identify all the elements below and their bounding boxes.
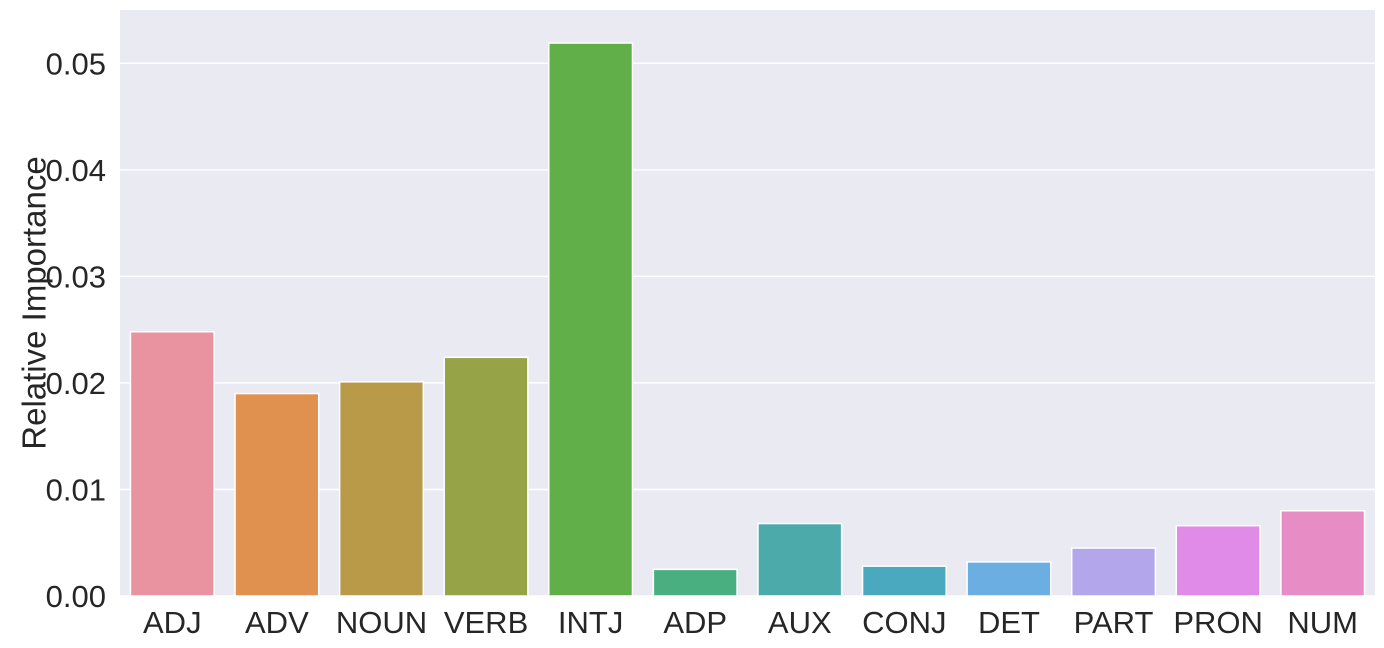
- bar-noun: [338, 381, 425, 597]
- x-tick-label: CONJ: [862, 605, 946, 640]
- y-tick-label: 0.03: [46, 259, 106, 294]
- bar-adv: [234, 392, 320, 597]
- y-tick-label: 0.05: [46, 46, 106, 81]
- bar-conj: [861, 565, 947, 597]
- x-tick-label: AUX: [768, 605, 832, 640]
- bar-num: [1280, 510, 1366, 597]
- bar-verb: [443, 356, 529, 597]
- bar-intj: [548, 42, 634, 597]
- x-tick-label: ADP: [663, 605, 727, 640]
- x-axis-ticks: ADJ ADV NOUN VERB INTJ ADP AUX CONJ DET PART PRON N…: [143, 605, 1358, 640]
- y-tick-label: 0.01: [46, 472, 106, 507]
- bar-aux: [757, 522, 843, 597]
- gridlines: [120, 62, 1375, 597]
- x-tick-label: PRON: [1173, 605, 1263, 640]
- plot-area: [120, 10, 1375, 596]
- bar-adj: [129, 331, 215, 597]
- y-tick-label: 0.04: [46, 153, 106, 188]
- x-tick-label: NOUN: [336, 605, 427, 640]
- bar-adp: [652, 568, 738, 597]
- y-tick-label: 0.02: [46, 366, 106, 401]
- y-axis-label: Relative Importance: [16, 156, 53, 449]
- x-tick-label: ADJ: [143, 605, 202, 640]
- x-tick-label: VERB: [444, 605, 528, 640]
- bars: [129, 42, 1366, 597]
- x-tick-label: NUM: [1287, 605, 1358, 640]
- y-axis-ticks: 0.00 0.01 0.02 0.03 0.04 0.05: [46, 46, 106, 614]
- bar-pron: [1175, 524, 1261, 597]
- x-tick-label: DET: [978, 605, 1040, 640]
- x-tick-label: PART: [1074, 605, 1154, 640]
- x-tick-label: ADV: [245, 605, 309, 640]
- x-tick-label: INTJ: [558, 605, 623, 640]
- bar-det: [966, 561, 1052, 597]
- y-tick-label: 0.00: [46, 579, 106, 614]
- bar-part: [1070, 547, 1157, 597]
